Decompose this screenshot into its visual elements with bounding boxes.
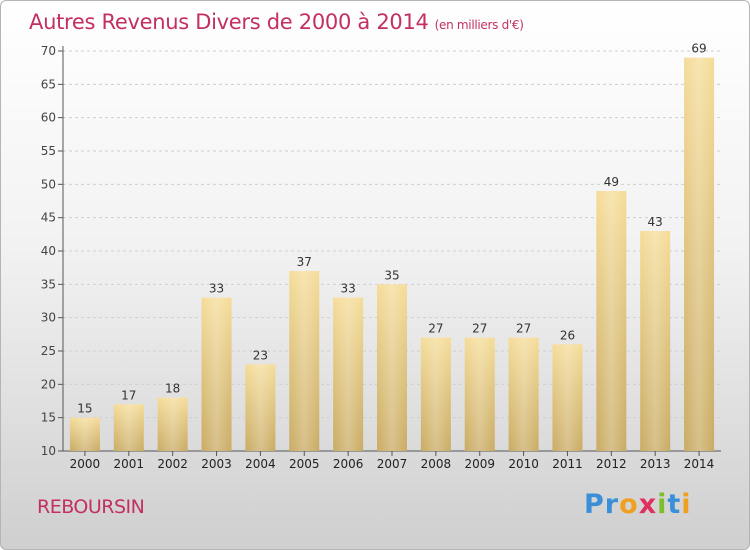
chart-title: Autres Revenus Divers de 2000 à 2014 (en …	[29, 10, 524, 34]
data-label: 49	[604, 175, 619, 189]
x-tick-label: 2007	[377, 457, 408, 471]
data-label: 18	[165, 382, 180, 396]
bar-highlight	[596, 191, 627, 451]
data-labels: 15 17 18 33 23 37 33 35 27 27 27 26 49 43 69	[77, 42, 706, 416]
logo-letter: P	[584, 489, 605, 520]
logo-letter: t	[667, 489, 682, 520]
logo-letter: i	[657, 489, 668, 520]
y-tick-label: 25	[41, 344, 56, 358]
bar-highlight	[552, 344, 583, 451]
bar-highlight	[420, 337, 451, 451]
x-tick-label: 2006	[333, 457, 364, 471]
data-label: 17	[121, 388, 136, 402]
data-label: 23	[253, 348, 268, 362]
y-tick-label: 50	[41, 177, 56, 191]
data-label: 27	[516, 322, 531, 336]
data-label: 27	[428, 322, 443, 336]
logo-letter: o	[619, 489, 639, 520]
data-label: 43	[648, 215, 663, 229]
y-tick-label: 70	[41, 44, 56, 58]
x-tick-label: 2002	[157, 457, 188, 471]
data-label: 15	[77, 402, 92, 416]
x-tick-label: 2000	[70, 457, 101, 471]
bar-highlight	[113, 404, 144, 451]
proxiti-logo[interactable]: Proxiti	[584, 489, 692, 520]
bars	[69, 57, 715, 452]
y-tick-label: 55	[41, 144, 56, 158]
data-label: 35	[384, 268, 399, 282]
bar-highlight	[245, 364, 276, 451]
chart-title-text: Autres Revenus Divers de 2000 à 2014	[29, 10, 429, 34]
y-tick-label: 15	[41, 411, 56, 425]
y-tick-label: 20	[41, 377, 56, 391]
data-label: 69	[691, 42, 706, 56]
y-tick-label: 65	[41, 77, 56, 91]
data-label: 27	[472, 322, 487, 336]
logo-letter: i	[681, 489, 692, 520]
commune-name: REBOURSIN	[37, 496, 145, 518]
logo-letter: r	[604, 489, 620, 520]
y-tick-label: 45	[41, 211, 56, 225]
bar-highlight	[508, 337, 539, 451]
bar-highlight	[377, 284, 407, 451]
bar-highlight	[640, 231, 671, 451]
x-tick-label: 2003	[201, 457, 232, 471]
x-tick-label: 2005	[289, 457, 320, 471]
y-tick-label: 35	[41, 277, 56, 291]
logo-letter: x	[638, 489, 658, 520]
data-label: 26	[560, 328, 575, 342]
x-tick-label: 2004	[245, 457, 276, 471]
x-tick-label: 2014	[684, 457, 715, 471]
data-label: 33	[209, 282, 224, 296]
x-tick-label: 2013	[640, 457, 671, 471]
x-tick-label: 2012	[596, 457, 627, 471]
x-tick-label: 2001	[114, 457, 145, 471]
y-tick-label: 60	[41, 111, 56, 125]
bar-highlight	[464, 337, 495, 451]
chart-subtitle: (en milliers d'€)	[434, 18, 524, 32]
y-tick-label: 30	[41, 311, 56, 325]
x-tick-label: 2009	[464, 457, 495, 471]
bar-highlight	[157, 397, 188, 451]
bar-highlight	[69, 417, 100, 451]
x-tick-label: 2011	[552, 457, 583, 471]
data-label: 33	[340, 282, 355, 296]
data-label: 37	[297, 255, 312, 269]
y-tick-label: 10	[41, 444, 56, 458]
bar-highlight	[201, 297, 232, 451]
bar-highlight	[289, 271, 320, 451]
x-tick-label: 2008	[421, 457, 452, 471]
bar-highlight	[684, 57, 715, 452]
x-tick-label: 2010	[508, 457, 539, 471]
y-tick-label: 40	[41, 244, 56, 258]
bar-highlight	[333, 297, 364, 451]
